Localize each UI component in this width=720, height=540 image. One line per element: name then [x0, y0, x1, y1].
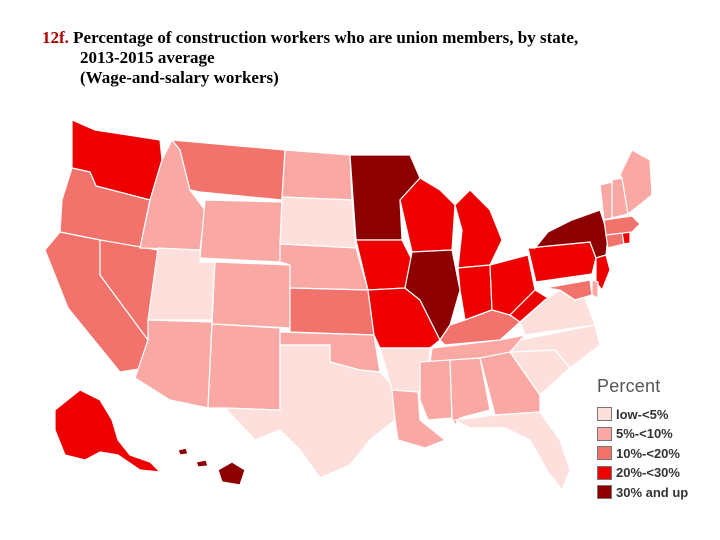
state-ga	[479, 351, 541, 416]
title-line-3: (Wage-and-salary workers)	[80, 68, 279, 87]
state-sd	[279, 196, 357, 249]
legend-label: 5%-<10%	[616, 426, 673, 441]
state-nd	[281, 149, 353, 201]
legend-title: Percent	[597, 376, 661, 396]
legend-item-low: low-<5%	[597, 405, 715, 423]
legend-swatch	[597, 446, 612, 460]
state-pa	[527, 241, 597, 283]
state-de	[591, 279, 599, 299]
state-ma	[603, 215, 641, 236]
legend-item-20-30: 20%-<30%	[597, 464, 715, 482]
state-nc	[509, 324, 601, 369]
state-co	[211, 261, 291, 329]
state-nj	[595, 254, 611, 291]
title-text: Percentage of construction workers who a…	[73, 28, 579, 47]
legend-label: 20%-<30%	[616, 465, 680, 480]
legend-swatch	[597, 465, 612, 480]
figure-number: 12f.	[42, 28, 69, 47]
state-ri	[621, 231, 631, 245]
legend-label: 30% and up	[616, 484, 689, 500]
state-mi	[454, 189, 503, 269]
state-ms	[419, 359, 453, 421]
legend-swatch	[597, 426, 612, 441]
state-ks	[289, 287, 375, 336]
state-md	[544, 279, 593, 301]
map-title: 12f. Percentage of construction workers …	[42, 28, 702, 88]
legend-swatch	[597, 407, 612, 421]
legend-label: 10%-<20%	[616, 445, 680, 461]
state-ak	[54, 389, 161, 473]
legend-swatch	[597, 485, 612, 499]
state-la	[391, 389, 446, 449]
state-wv	[509, 289, 549, 323]
legend-label: low-<5%	[616, 406, 669, 422]
state-wy	[199, 199, 283, 263]
map-legend: Percent low-<5% 5%-<10% 10%-<20% 20%-<30…	[597, 376, 715, 503]
title-line-1: 12f. Percentage of construction workers …	[42, 28, 702, 48]
legend-item-30-up: 30% and up	[597, 483, 715, 501]
state-fl	[454, 411, 571, 491]
legend-item-5-10: 5%-<10%	[597, 425, 715, 443]
state-nm	[207, 323, 281, 411]
legend-item-10-20: 10%-<20%	[597, 444, 715, 462]
state-hi	[177, 447, 246, 486]
state-az	[134, 319, 213, 409]
state-me	[619, 149, 653, 215]
title-line-2: 2013-2015 average	[80, 48, 215, 67]
state-ne	[279, 243, 369, 291]
